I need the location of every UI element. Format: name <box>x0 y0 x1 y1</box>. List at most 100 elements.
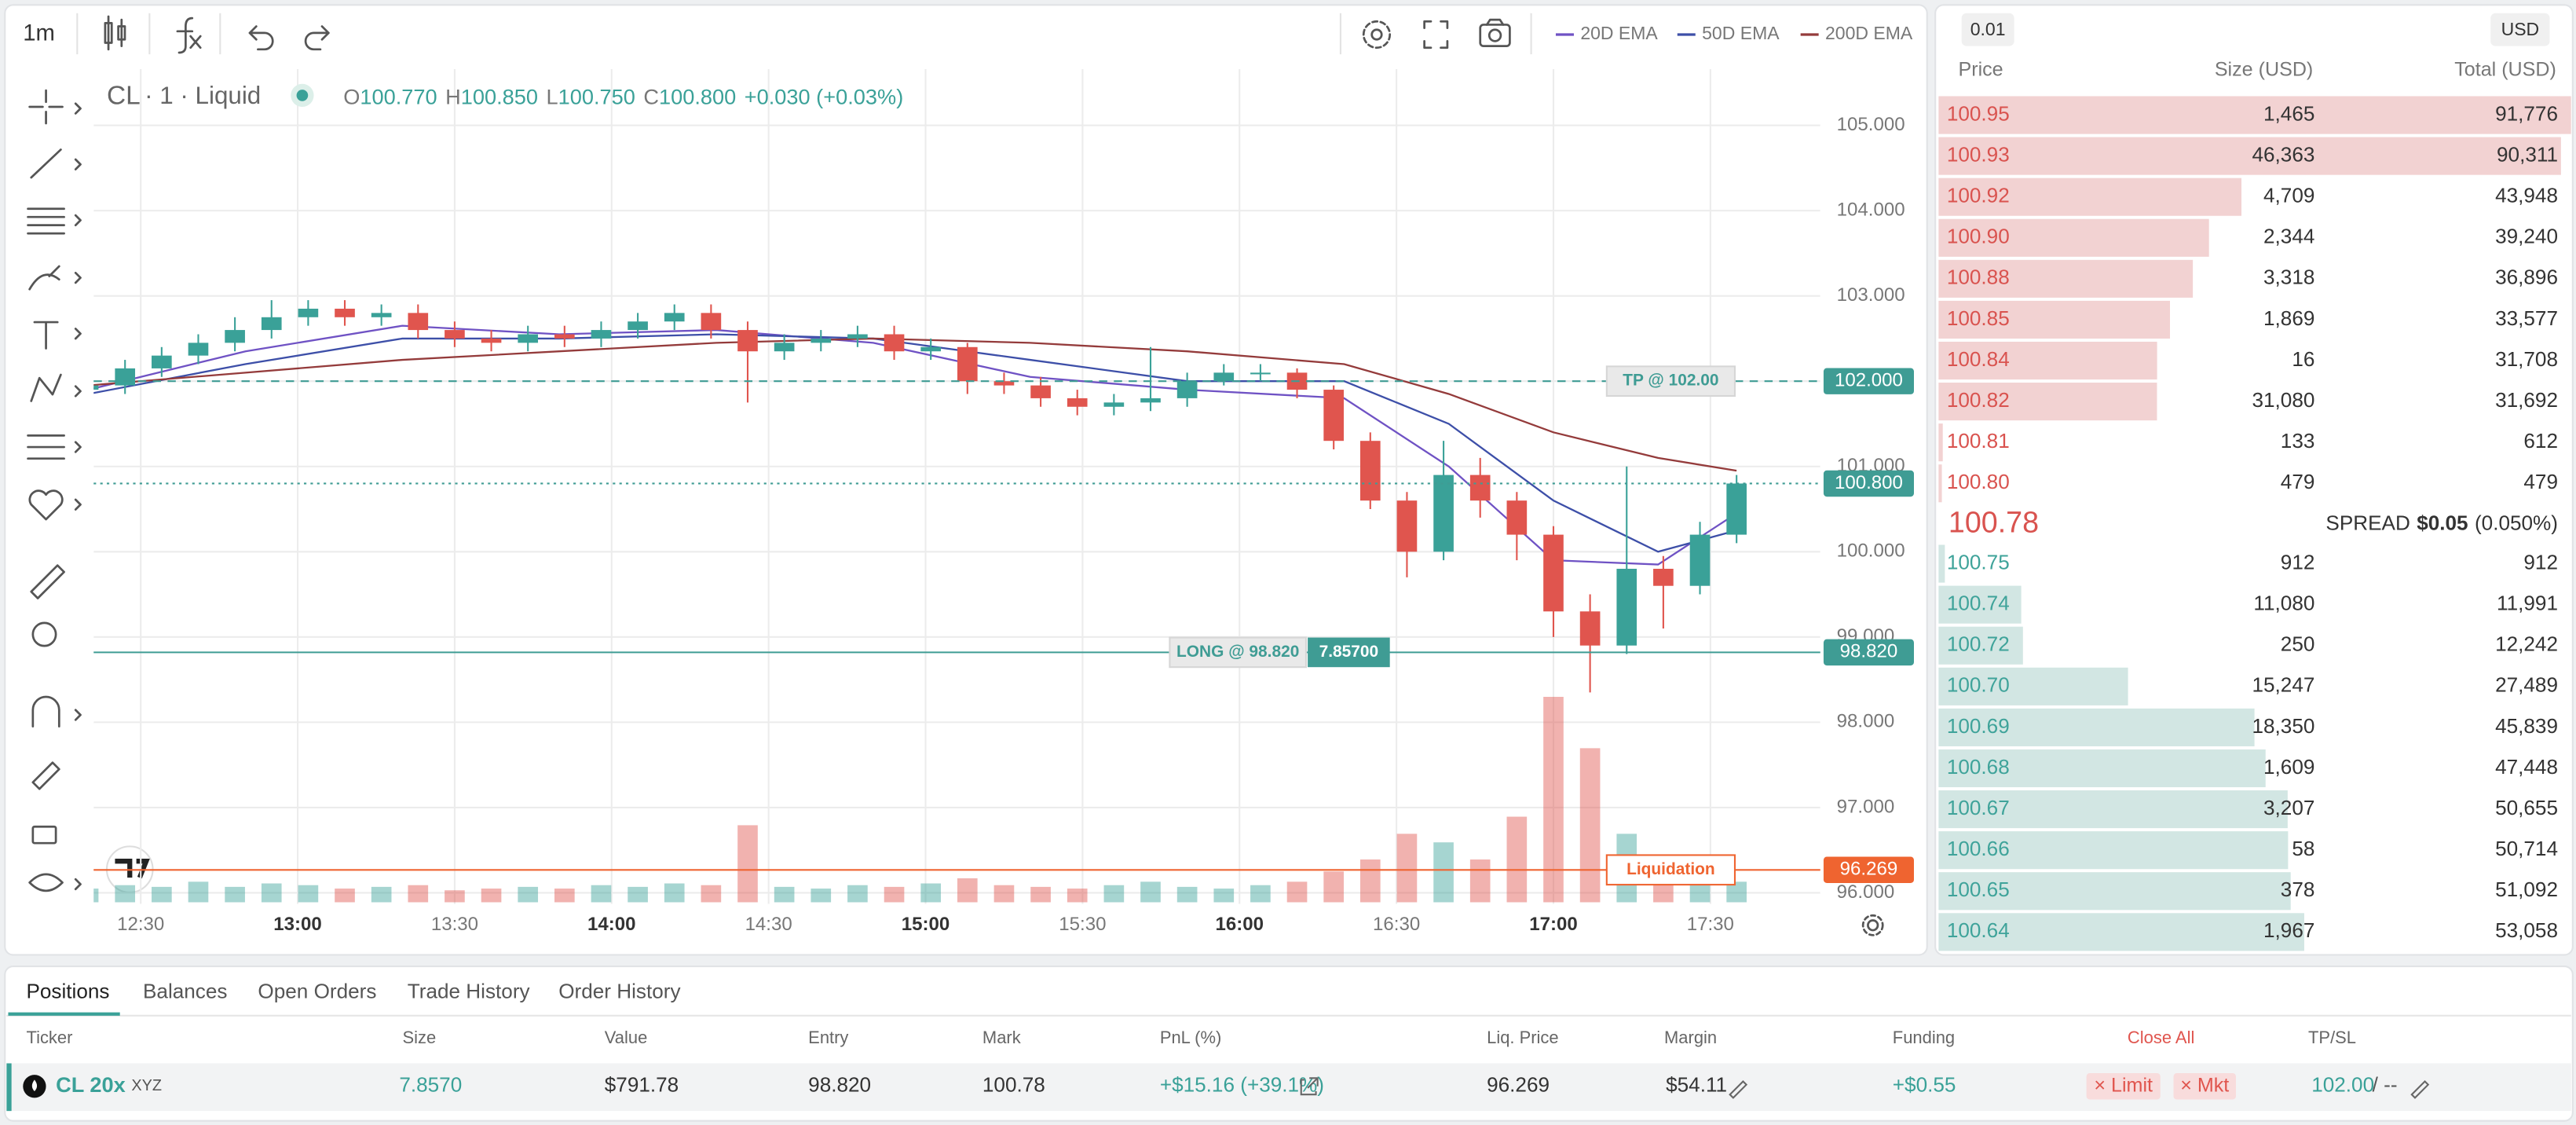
depth-bar <box>1938 749 2266 788</box>
ema-line <box>93 333 1737 553</box>
tab[interactable]: Positions <box>26 979 109 1002</box>
text-tool[interactable] <box>33 321 59 350</box>
candle-body <box>1103 402 1125 407</box>
close-button-label[interactable]: × Limit <box>2094 1074 2153 1096</box>
favorites-tool[interactable] <box>28 489 64 521</box>
zoom-tool[interactable] <box>31 621 57 647</box>
lock-drawing-tool[interactable] <box>31 761 60 790</box>
volume-bar <box>1359 859 1381 903</box>
order-size: 18,350 <box>2252 714 2314 738</box>
column-header: Value <box>605 1028 648 1047</box>
visibility-tool[interactable] <box>28 873 64 892</box>
order-price: 100.82 <box>1947 388 2010 412</box>
close-button-label[interactable]: × Mkt <box>2180 1074 2229 1096</box>
volume-bar <box>371 886 392 903</box>
screenshot-icon[interactable] <box>1479 18 1511 48</box>
order-size: 1,967 <box>2263 918 2314 942</box>
tab[interactable]: Order History <box>558 979 681 1002</box>
cell-value: $791.78 <box>605 1073 679 1097</box>
volume-bar <box>261 883 282 903</box>
candle-body <box>701 313 722 331</box>
redo-icon[interactable] <box>304 25 330 51</box>
column-header: Liq. Price <box>1487 1028 1559 1047</box>
cell-size: 7.8570 <box>399 1073 462 1097</box>
order-price: 100.74 <box>1947 592 2010 615</box>
volume-bar <box>1543 697 1564 903</box>
volume-bar <box>920 883 942 903</box>
order-price: 100.93 <box>1947 142 2010 166</box>
order-tag-label: Liquidation <box>1626 860 1715 878</box>
order-price: 100.72 <box>1947 632 2010 656</box>
indicators-icon[interactable] <box>176 16 202 54</box>
candle-type-icon[interactable] <box>104 15 126 51</box>
interval-button[interactable]: 1m <box>23 20 55 46</box>
ohlc-value: 100.750 <box>558 85 635 109</box>
fib-tool[interactable] <box>27 207 65 235</box>
candle-body <box>115 368 136 386</box>
price-badge <box>1823 470 1914 497</box>
trendline-tool[interactable] <box>30 148 62 179</box>
candle-body <box>298 308 319 317</box>
candle-body <box>957 346 978 382</box>
price-badge-label: 100.800 <box>1835 472 1903 493</box>
column-header: PnL (%) <box>1160 1028 1222 1047</box>
volume-bar <box>225 886 245 903</box>
candle-body <box>737 330 758 352</box>
tab[interactable]: Balances <box>143 979 227 1002</box>
settings-icon[interactable] <box>1362 20 1392 49</box>
volume-bar <box>628 886 648 903</box>
x-tick-label: 12:30 <box>117 914 164 935</box>
order-size: 58 <box>2292 837 2314 860</box>
order-price: 100.68 <box>1947 755 2010 779</box>
order-size: 16 <box>2292 347 2314 371</box>
depth-bar <box>1938 464 1942 503</box>
volume-bar <box>774 886 795 903</box>
ohlc-value: 100.850 <box>461 85 538 109</box>
volume-bar <box>188 881 209 903</box>
crosshair-tool[interactable] <box>28 89 64 125</box>
tick-size[interactable]: 0.01 <box>1970 19 2006 39</box>
undo-icon[interactable] <box>248 25 274 51</box>
order-price: 100.66 <box>1947 837 2010 860</box>
y-tick-label: 103.000 <box>1837 284 1905 306</box>
depth-bar <box>1938 585 2022 624</box>
prediction-tool[interactable] <box>27 434 65 460</box>
depth-bar <box>1938 341 2157 380</box>
y-tick-label: 104.000 <box>1837 199 1905 220</box>
volume-bar <box>591 885 612 903</box>
candle-body <box>1653 568 1674 586</box>
candle-body <box>591 330 612 339</box>
order-price: 100.85 <box>1947 306 2010 330</box>
candle-body <box>445 330 465 339</box>
ohlc-value: 100.800 <box>659 85 736 109</box>
price-badge-label: 96.269 <box>1840 859 1898 880</box>
depth-bar <box>1938 831 2289 870</box>
tab[interactable]: Trade History <box>408 979 531 1002</box>
column-header: Ticker <box>26 1028 72 1047</box>
fullscreen-icon[interactable] <box>1423 20 1449 49</box>
order-total: 612 <box>2523 429 2558 453</box>
column-header[interactable]: Close All <box>2128 1028 2194 1047</box>
tab[interactable]: Open Orders <box>258 979 376 1002</box>
axis-settings-icon[interactable] <box>1861 914 1884 936</box>
pattern-tool[interactable] <box>30 373 62 402</box>
depth-bar <box>1938 872 2291 911</box>
legend-label: 200D EMA <box>1825 23 1913 43</box>
lock-tool[interactable] <box>31 825 57 845</box>
candle-body <box>335 308 355 317</box>
candle-body <box>774 343 795 352</box>
column-header: Funding <box>1893 1028 1955 1047</box>
ruler-tool[interactable] <box>30 564 65 599</box>
depth-bar <box>1938 96 2571 134</box>
order-price: 100.95 <box>1947 101 2010 125</box>
brush-tool[interactable] <box>28 265 60 291</box>
currency[interactable]: USD <box>2501 19 2540 39</box>
cell-exchange: XYZ <box>131 1077 162 1094</box>
order-total: 43,948 <box>2495 184 2558 207</box>
candle-body <box>152 355 172 368</box>
plot-area <box>93 68 1820 904</box>
magnet-tool[interactable] <box>31 695 60 728</box>
volume-bar <box>1396 834 1418 903</box>
